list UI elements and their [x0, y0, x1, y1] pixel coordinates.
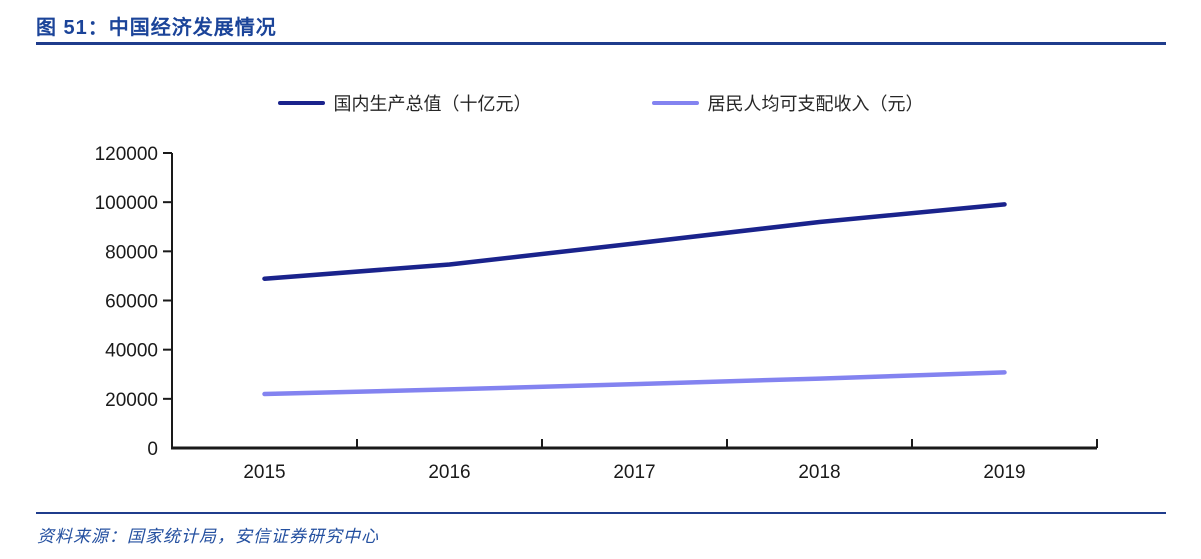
- x-tick-label: 2018: [798, 462, 840, 483]
- x-tick-label: 2019: [983, 462, 1025, 483]
- source-note: 资料来源：国家统计局，安信证券研究中心: [37, 527, 379, 547]
- y-tick-label: 20000: [105, 390, 158, 411]
- source-divider: [36, 512, 1166, 514]
- chart-legend: 国内生产总值（十亿元） 居民人均可支配收入（元）: [0, 90, 1201, 116]
- x-tick-label: 2017: [613, 462, 655, 483]
- income-line: [262, 370, 1007, 397]
- income-line-swatch: [651, 101, 699, 105]
- legend-item-income: 居民人均可支配收入（元）: [651, 90, 924, 116]
- y-tick-label: 0: [147, 439, 158, 460]
- y-tick-label: 40000: [105, 341, 158, 362]
- y-tick-label: 60000: [105, 292, 158, 313]
- y-tick-label: 100000: [95, 193, 158, 214]
- legend-item-gdp: 国内生产总值（十亿元）: [277, 90, 532, 116]
- y-tick-label: 80000: [105, 242, 158, 263]
- x-tick-label: 2016: [428, 462, 470, 483]
- legend-label-income: 居民人均可支配收入（元）: [707, 94, 924, 114]
- gdp-line-swatch: [277, 101, 325, 105]
- title-divider: [36, 42, 1166, 45]
- legend-label-gdp: 国内生产总值（十亿元）: [333, 94, 532, 114]
- x-tick-label: 2015: [243, 462, 285, 483]
- figure-title: 图 51：中国经济发展情况: [36, 17, 277, 39]
- y-tick-label: 120000: [95, 144, 158, 165]
- gdp-line: [262, 202, 1007, 281]
